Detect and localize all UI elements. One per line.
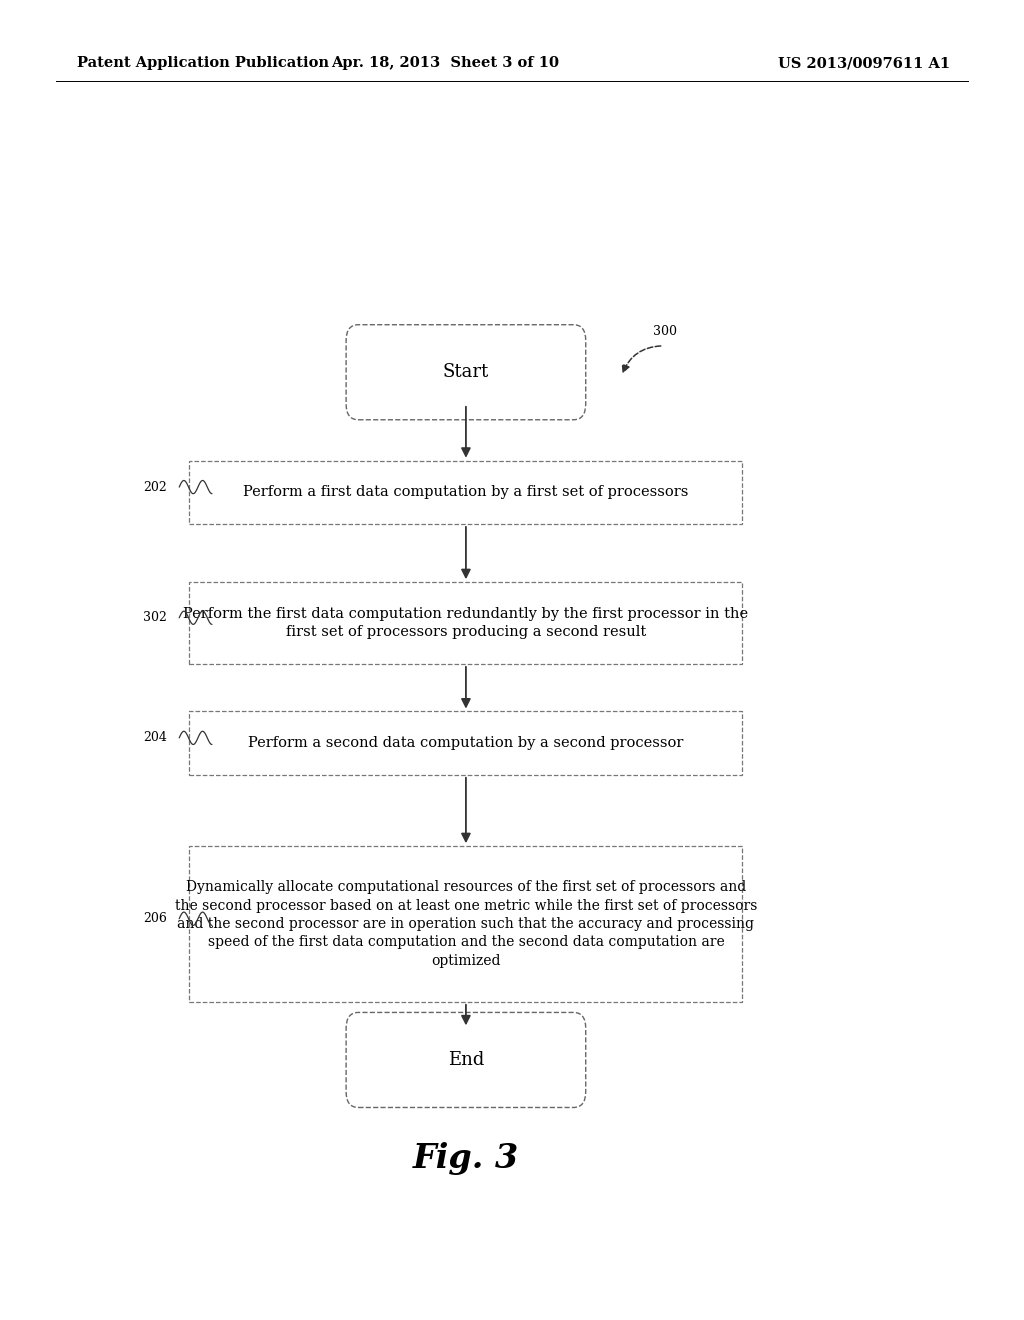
FancyBboxPatch shape	[189, 711, 742, 775]
Text: Start: Start	[442, 363, 489, 381]
Text: 206: 206	[143, 912, 167, 925]
FancyBboxPatch shape	[346, 1012, 586, 1107]
FancyArrowPatch shape	[623, 346, 660, 372]
Text: 204: 204	[143, 731, 167, 744]
Text: Perform a second data computation by a second processor: Perform a second data computation by a s…	[248, 737, 684, 750]
Text: Fig. 3: Fig. 3	[413, 1143, 519, 1175]
FancyBboxPatch shape	[189, 846, 742, 1002]
FancyBboxPatch shape	[346, 325, 586, 420]
Text: End: End	[447, 1051, 484, 1069]
FancyBboxPatch shape	[189, 461, 742, 524]
Text: Dynamically allocate computational resources of the first set of processors and
: Dynamically allocate computational resou…	[175, 880, 757, 968]
Text: Apr. 18, 2013  Sheet 3 of 10: Apr. 18, 2013 Sheet 3 of 10	[332, 57, 559, 70]
Text: US 2013/0097611 A1: US 2013/0097611 A1	[778, 57, 950, 70]
Text: 300: 300	[653, 325, 677, 338]
Text: Perform a first data computation by a first set of processors: Perform a first data computation by a fi…	[244, 486, 688, 499]
Text: Patent Application Publication: Patent Application Publication	[77, 57, 329, 70]
Text: 302: 302	[143, 611, 167, 624]
FancyBboxPatch shape	[189, 582, 742, 664]
Text: 202: 202	[143, 480, 167, 494]
Text: Perform the first data computation redundantly by the first processor in the
fir: Perform the first data computation redun…	[183, 607, 749, 639]
